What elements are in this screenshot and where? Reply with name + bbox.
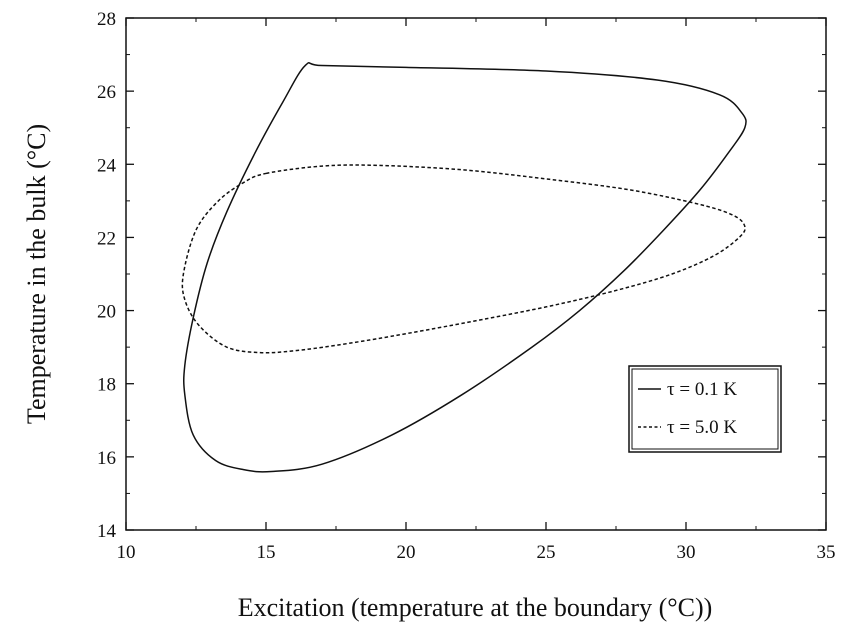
y-tick-label: 28	[97, 9, 116, 30]
y-tick-label: 24	[97, 155, 117, 176]
y-tick-label: 26	[97, 82, 116, 103]
x-tick-label: 10	[117, 542, 136, 563]
series-layer	[181, 62, 747, 473]
legend-label-series-2: τ = 5.0 K	[667, 417, 737, 438]
y-tick-label: 14	[97, 521, 117, 542]
y-tick-label: 16	[97, 448, 116, 469]
x-tick-label: 35	[817, 542, 836, 563]
x-tick-label: 20	[397, 542, 416, 563]
x-tick-label: 15	[257, 542, 276, 563]
legend: τ = 0.1 K τ = 5.0 K	[628, 365, 782, 453]
series-line-tau-0-1	[183, 62, 747, 473]
series-line-tau-5-0	[181, 164, 746, 354]
axis-ticks: 10 15 20 25 30 35 14 16 18 20 22 24 26 28	[97, 9, 836, 563]
y-tick-label: 20	[97, 302, 116, 323]
x-tick-label: 30	[677, 542, 696, 563]
legend-label-series-1: τ = 0.1 K	[667, 379, 737, 400]
legend-box	[628, 365, 782, 453]
y-axis-title: Temperature in the bulk (°C)	[22, 124, 51, 424]
y-tick-label: 18	[97, 375, 116, 396]
y-tick-label: 22	[97, 228, 116, 249]
x-axis-title: Excitation (temperature at the boundary …	[238, 593, 713, 622]
x-tick-label: 25	[537, 542, 556, 563]
